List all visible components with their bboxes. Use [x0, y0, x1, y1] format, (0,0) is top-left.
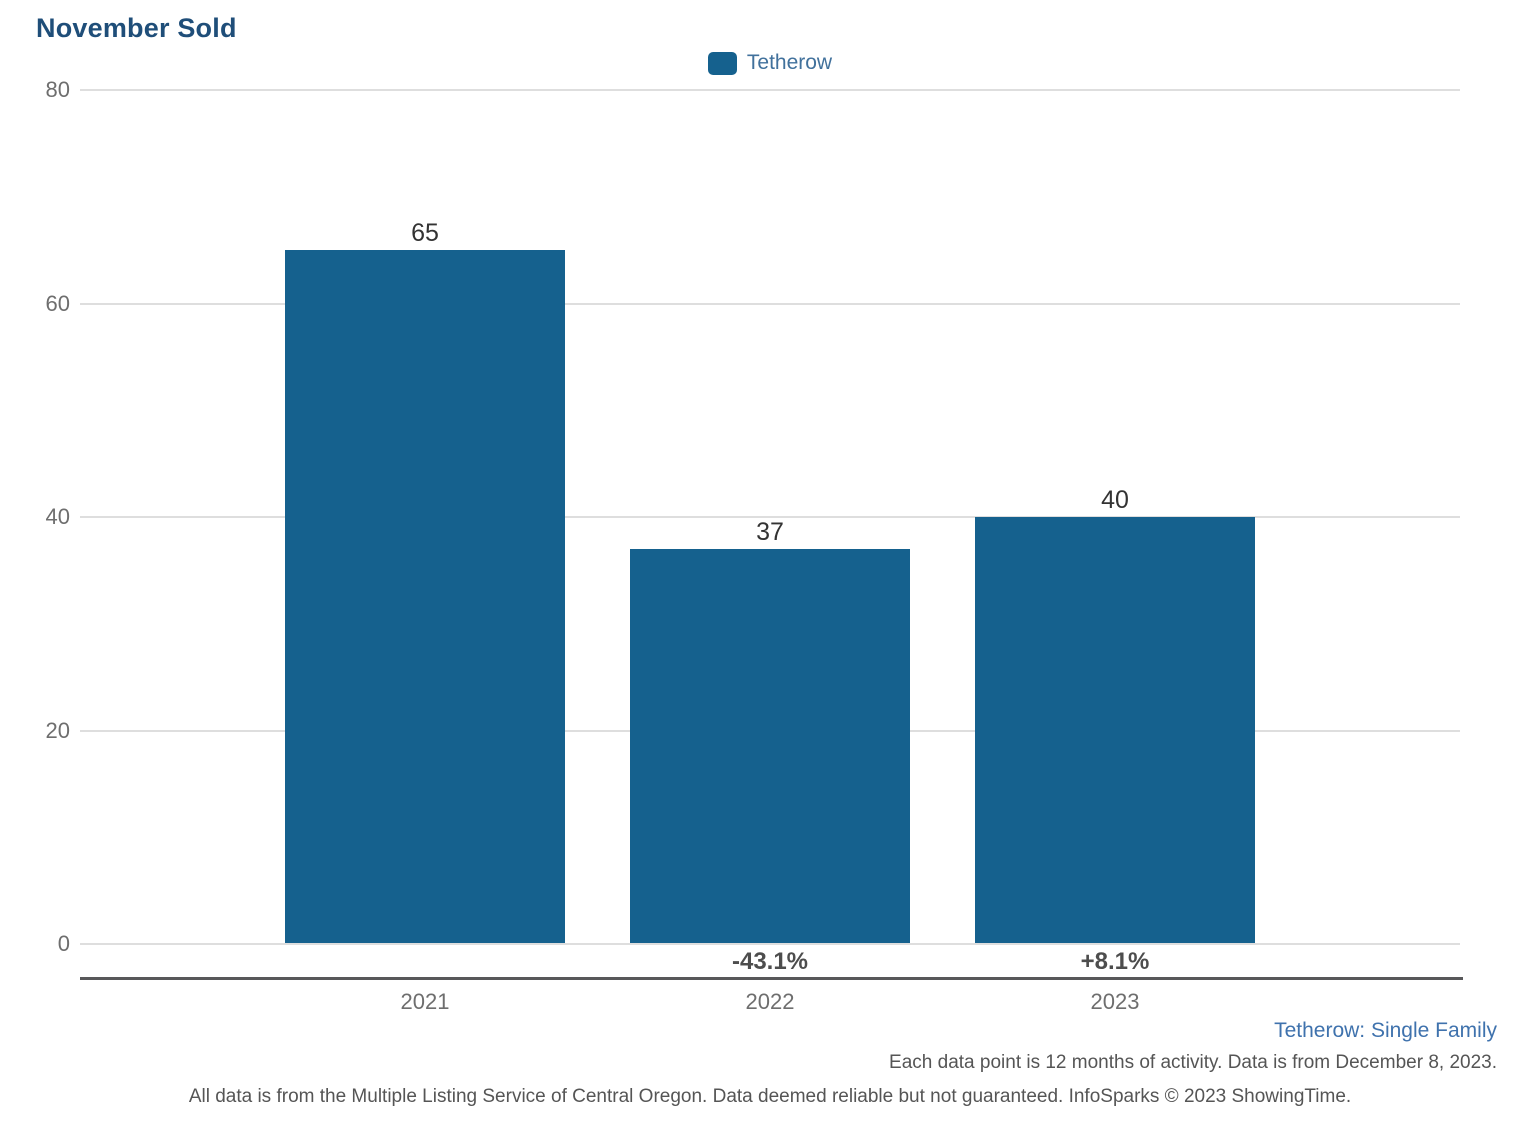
bar-value-label: 37: [756, 518, 784, 547]
y-axis-tick-label: 40: [45, 504, 70, 529]
bar-value-label: 65: [411, 219, 439, 248]
bar-2022[interactable]: [630, 549, 910, 943]
legend-label: Tetherow: [746, 51, 833, 74]
gridline: [80, 89, 1460, 91]
y-axis-tick-label: 0: [57, 931, 70, 956]
bar-2023[interactable]: [975, 517, 1255, 943]
x-axis-label: 2022: [745, 989, 795, 1014]
legend: Tetherow: [0, 51, 1540, 75]
legend-swatch-icon: [707, 51, 737, 75]
x-axis-label: 2023: [1090, 989, 1140, 1014]
gridline: [80, 516, 1460, 518]
x-axis-line: [80, 977, 1463, 980]
pct-change-label: +8.1%: [1080, 948, 1150, 975]
gridline: [80, 302, 1460, 305]
bar-value-label: 40: [1101, 486, 1129, 514]
y-axis-tick-label: 80: [45, 77, 70, 102]
gridline: [80, 943, 1460, 945]
y-axis-tick-label: 20: [45, 717, 70, 743]
pct-change-label: -43.1%: [731, 948, 809, 975]
x-axis-label: 2021: [400, 989, 450, 1014]
chart-title: November Sold: [36, 13, 237, 43]
footer-data-note: Each data point is 12 months of activity…: [889, 1052, 1497, 1073]
legend-item-tetherow[interactable]: Tetherow: [707, 51, 833, 75]
footer-disclaimer: All data is from the Multiple Listing Se…: [188, 1086, 1352, 1107]
bar-2021[interactable]: [285, 250, 565, 943]
y-axis-tick-label: 60: [45, 290, 70, 316]
footer-series-scope: Tetherow: Single Family: [1274, 1019, 1497, 1042]
